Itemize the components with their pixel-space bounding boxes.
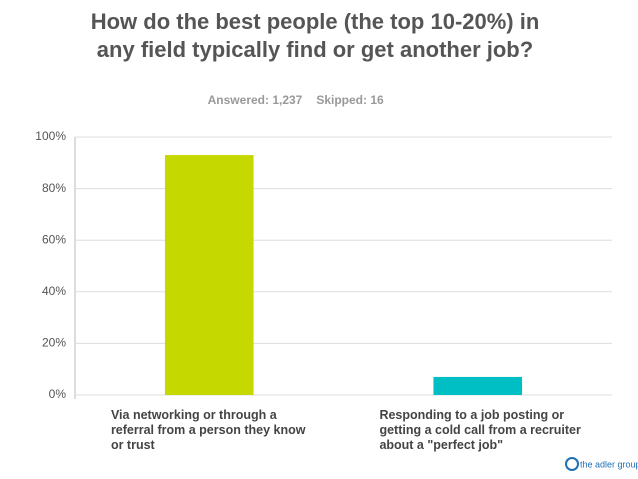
y-tick-label: 80% <box>42 181 66 195</box>
y-tick-label: 40% <box>42 284 66 298</box>
y-tick-label: 60% <box>42 232 66 246</box>
skipped: Skipped: 16 <box>316 93 384 107</box>
y-tick-label: 100% <box>35 129 66 143</box>
answered: Answered: 1,237 <box>208 93 303 107</box>
bar <box>164 155 254 395</box>
bar <box>433 376 523 395</box>
y-tick-label: 0% <box>49 387 67 401</box>
x-tick-label: Via networking or through a referral fro… <box>110 408 306 452</box>
logo-icon <box>565 457 579 471</box>
chart-title: How do the best people (the top 10-20%) … <box>90 9 540 62</box>
x-tick-label: Responding to a job posting or getting a… <box>379 408 581 452</box>
y-tick-label: 20% <box>42 336 66 350</box>
logo: the adler group <box>580 459 638 469</box>
